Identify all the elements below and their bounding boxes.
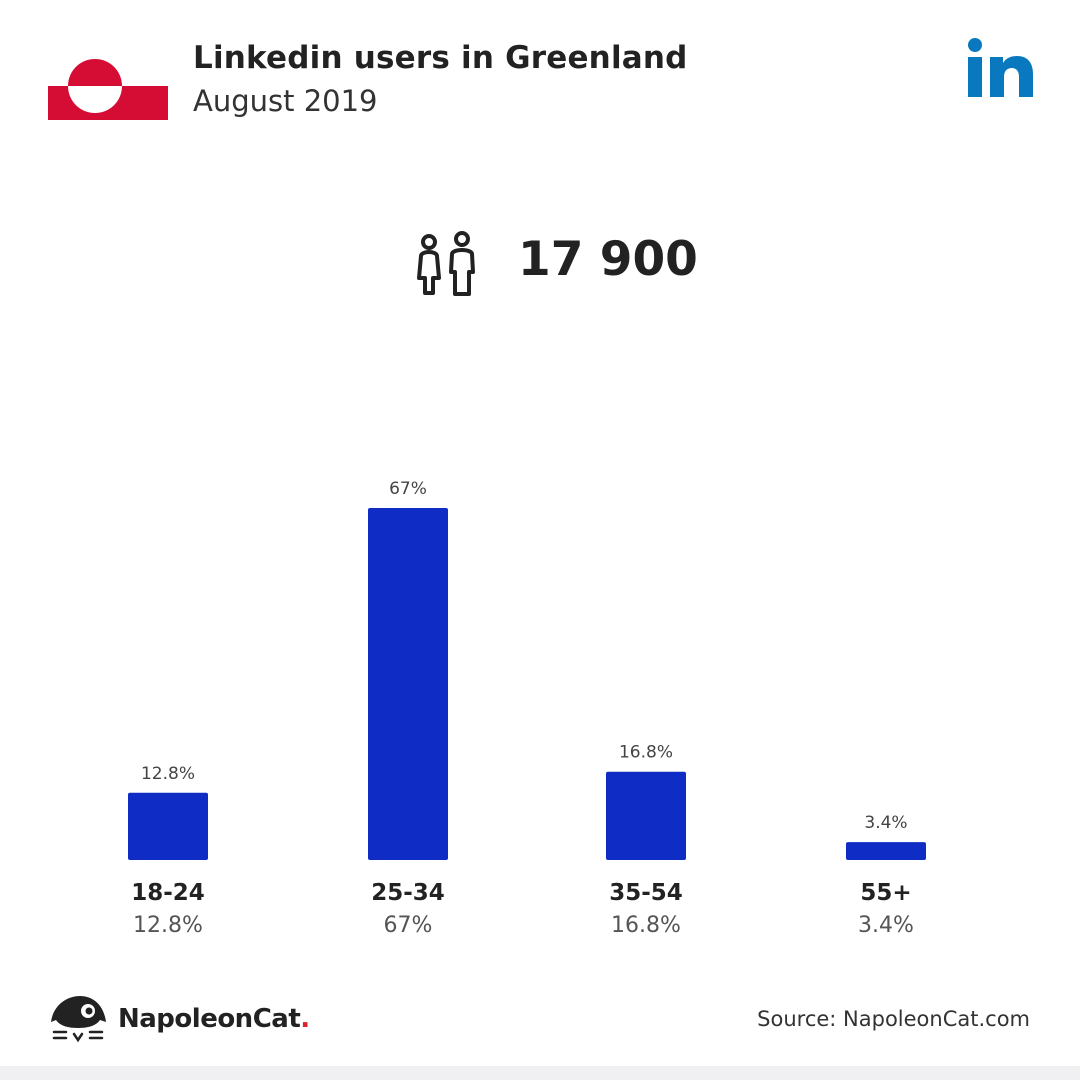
bar-value-label-18-24: 12.8% [141, 764, 195, 784]
category-label-55: 55+ [860, 880, 911, 906]
age-bar-chart: 12.8% 18-24 12.8% 67% 25-34 67% 16.8% 35-54 16.8… [128, 479, 926, 938]
category-label-25-34: 25-34 [371, 880, 445, 906]
page-title: Linkedin users in Greenland [193, 40, 688, 76]
napoleoncat-logo-icon [48, 994, 108, 1050]
category-percent-55: 3.4% [858, 913, 914, 938]
bar-55 [846, 842, 926, 860]
category-label-35-54: 35-54 [609, 880, 683, 906]
source-credit: Source: NapoleonCat.com [757, 1007, 1030, 1031]
greenland-flag-icon [48, 52, 168, 124]
page-subtitle: August 2019 [193, 84, 378, 118]
category-percent-25-34: 67% [384, 913, 433, 938]
bar-value-label-35-54: 16.8% [619, 743, 673, 763]
bottom-band [0, 1066, 1080, 1080]
bar-18-24 [128, 792, 208, 860]
total-users-value: 17 900 [518, 232, 698, 287]
linkedin-icon [966, 38, 1034, 104]
category-label-18-24: 18-24 [131, 880, 205, 906]
bar-35-54 [606, 771, 686, 860]
category-percent-35-54: 16.8% [611, 913, 681, 938]
bar-value-label-55: 3.4% [864, 813, 907, 833]
bar-value-label-25-34: 67% [389, 479, 427, 499]
brand-dot: . [300, 1004, 310, 1034]
users-icon [410, 230, 482, 304]
brand-name: NapoleonCat [118, 1004, 301, 1034]
bar-25-34 [368, 508, 448, 860]
napoleoncat-brand: NapoleonCat. [118, 1004, 310, 1034]
category-percent-18-24: 12.8% [133, 913, 203, 938]
